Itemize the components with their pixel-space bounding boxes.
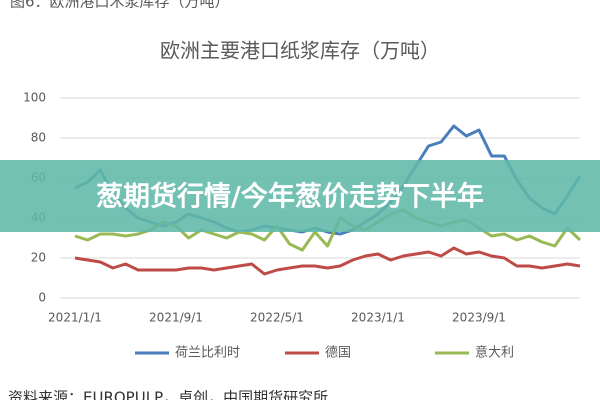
x-tick-label: 2023/1/1 [351,311,405,325]
legend: 荷兰比利时 德国 意大利 [135,345,514,361]
x-tick-label: 2023/9/1 [452,311,506,325]
x-tick-label: 2021/1/1 [48,311,102,325]
legend-label: 意大利 [475,345,514,361]
line-series [74,246,581,276]
x-tick-label: 2021/9/1 [149,311,203,325]
x-tick-label: 2022/5/1 [250,311,304,325]
header-cut: 图6：欧洲港口木浆库存（万吨） [10,0,230,11]
legend-label: 德国 [325,346,351,361]
source-note: 资料来源：EUROPULP，卓创，中国期货研究所 [8,389,328,400]
y-tick-label: 20 [31,251,46,265]
banner-bg [0,160,600,232]
chart-title: 欧洲主要港口纸浆库存（万吨） [160,39,440,63]
y-tick-label: 100 [23,91,46,105]
legend-label: 荷兰比利时 [175,346,240,361]
y-tick-label: 80 [31,131,46,145]
y-tick-label: 0 [38,291,46,305]
banner-text: 葱期货行情/今年葱价走势下半年 [96,181,484,213]
